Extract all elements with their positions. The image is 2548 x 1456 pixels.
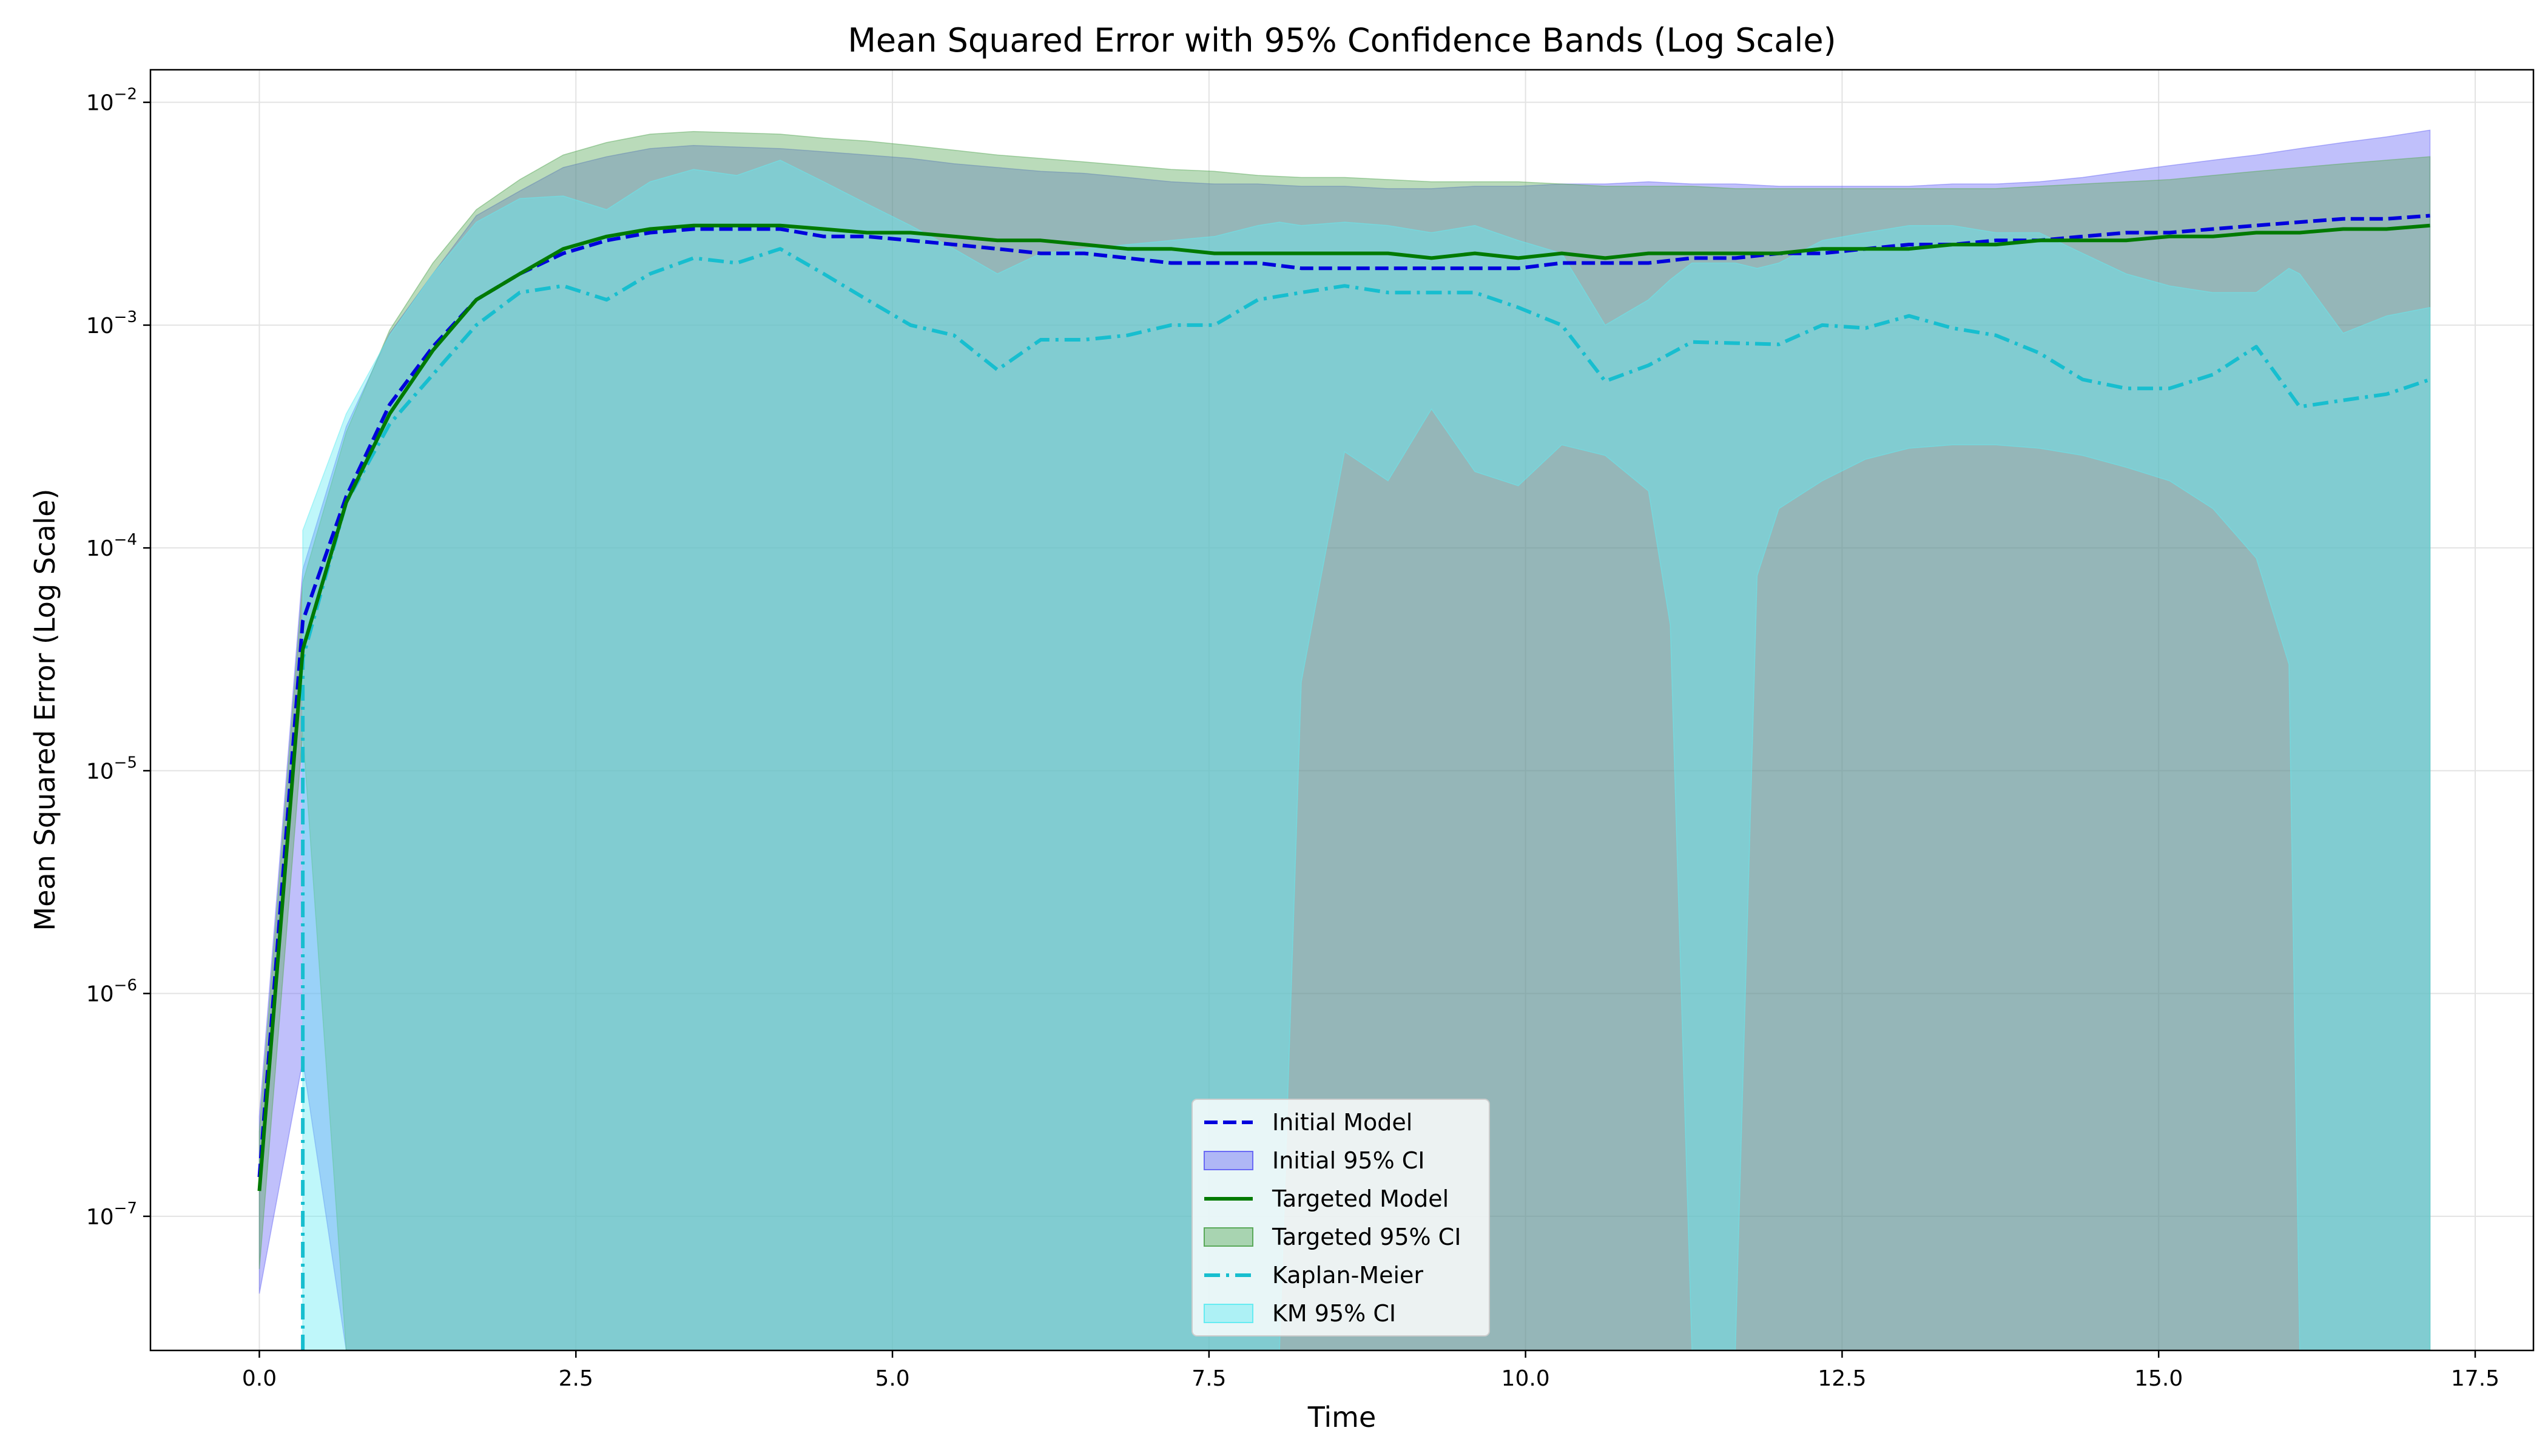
legend-label: Initial Model <box>1272 1109 1412 1136</box>
x-tick-label: 17.5 <box>2451 1366 2499 1391</box>
line-layer <box>257 214 2431 1350</box>
plot-frame <box>149 69 2535 1352</box>
legend-item-kaplan-meier: Kaplan-Meier <box>1204 1262 1423 1289</box>
legend-item-initial-model: Initial Model <box>1204 1109 1412 1136</box>
x-tick-label: 2.5 <box>559 1366 593 1391</box>
x-axis-label: Time <box>1307 1401 1377 1434</box>
legend-item-initial-95-ci: Initial 95% CI <box>1204 1147 1425 1174</box>
x-tick-label: 12.5 <box>1818 1366 1866 1391</box>
x-tick-label: 15.0 <box>2134 1366 2183 1391</box>
x-tick-label: 0.0 <box>242 1366 277 1391</box>
legend-label: Kaplan-Meier <box>1272 1262 1423 1289</box>
tick-layer: 0.0 2.5 5.0 7.5 10.0 12.5 15.0 17.5 10−7 10−6 10−5… <box>86 86 2499 1391</box>
y-tick-label: 10−7 <box>86 1199 137 1230</box>
legend-box <box>1191 1099 1490 1336</box>
legend-label: KM 95% CI <box>1272 1300 1396 1327</box>
legend-swatch-km-95-ci <box>1204 1304 1253 1323</box>
initial-95-ci-band <box>258 129 2431 1350</box>
km-95-ci-band <box>302 160 2431 1350</box>
grid-layer <box>150 70 2533 1350</box>
targeted-95-ci-band <box>258 130 2431 1350</box>
legend-label: Initial 95% CI <box>1272 1147 1425 1174</box>
kaplan-meier-line <box>301 247 2431 1350</box>
y-tick-label: 10−3 <box>86 308 137 339</box>
x-tick-label: 7.5 <box>1191 1366 1226 1391</box>
legend-label: Targeted 95% CI <box>1272 1224 1461 1250</box>
targeted-model-line <box>257 223 2430 1191</box>
y-tick-label: 10−6 <box>86 977 137 1007</box>
legend-item-km-95-ci: KM 95% CI <box>1204 1300 1396 1327</box>
x-tick-label: 5.0 <box>875 1366 909 1391</box>
y-tick-label: 10−4 <box>86 531 137 561</box>
y-tick-label: 10−5 <box>86 753 137 784</box>
legend-item-targeted-95-ci: Targeted 95% CI <box>1204 1224 1461 1250</box>
chart-title: Mean Squared Error with 95% Confidence B… <box>848 21 1836 59</box>
initial-model-line <box>257 214 2430 1178</box>
x-tick-label: 10.0 <box>1502 1366 1550 1391</box>
y-tick-label: 10−2 <box>86 86 137 116</box>
legend-item-targeted-model: Targeted Model <box>1204 1185 1449 1212</box>
y-axis-label: Mean Squared Error (Log Scale) <box>29 489 61 931</box>
band-layer <box>258 129 2431 1350</box>
legend-label: Targeted Model <box>1272 1185 1449 1212</box>
legend: Initial Model Initial 95% CI Targeted Mode… <box>1191 1099 1490 1336</box>
legend-swatch-targeted-95-ci <box>1204 1227 1253 1247</box>
legend-swatch-initial-95-ci <box>1204 1151 1253 1170</box>
